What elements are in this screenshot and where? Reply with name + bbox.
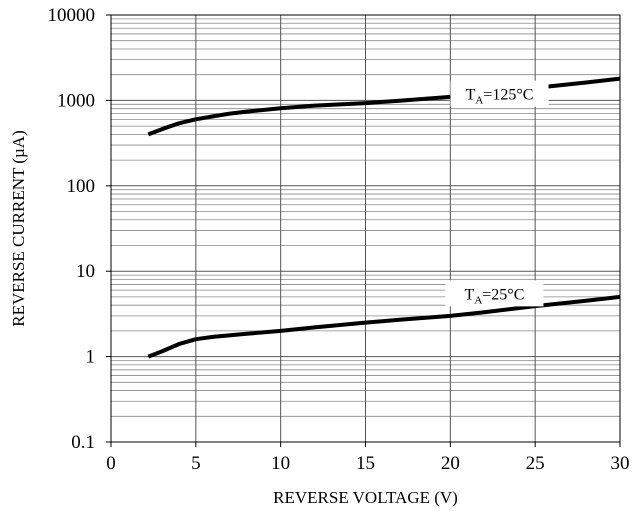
- x-tick-label: 30: [611, 453, 630, 474]
- y-tick-label: 1: [86, 347, 96, 368]
- y-tick-label: 10: [76, 261, 95, 282]
- series-label-background: [445, 280, 544, 307]
- grid-major: [110, 14, 621, 443]
- y-tick-label: 1000: [57, 90, 95, 111]
- axis-ticks: 0 5 10 15 20 25 30 0.1 1 10 100 1000 10000: [48, 5, 630, 474]
- series-label: TA=125°C: [466, 87, 534, 107]
- x-tick-label: 10: [271, 453, 290, 474]
- x-tick-label: 20: [441, 453, 460, 474]
- x-tick-label: 0: [106, 453, 116, 474]
- y-tick-label: 0.1: [71, 432, 95, 453]
- series-line: [147, 294, 621, 359]
- series-label-background: [450, 80, 549, 107]
- y-tick-label: 100: [67, 176, 96, 197]
- x-tick-label: 5: [191, 453, 201, 474]
- series-labels: TA=125°C TA=25°C: [445, 80, 549, 307]
- x-tick-label: 15: [356, 453, 375, 474]
- series-label: TA=25°C: [465, 286, 525, 306]
- y-axis-title: REVERSE CURRENT (µA): [9, 130, 28, 327]
- x-axis-title: REVERSE VOLTAGE (V): [273, 488, 458, 507]
- x-tick-label: 25: [526, 453, 545, 474]
- series-lines: [147, 76, 621, 359]
- y-tick-label: 10000: [48, 5, 96, 26]
